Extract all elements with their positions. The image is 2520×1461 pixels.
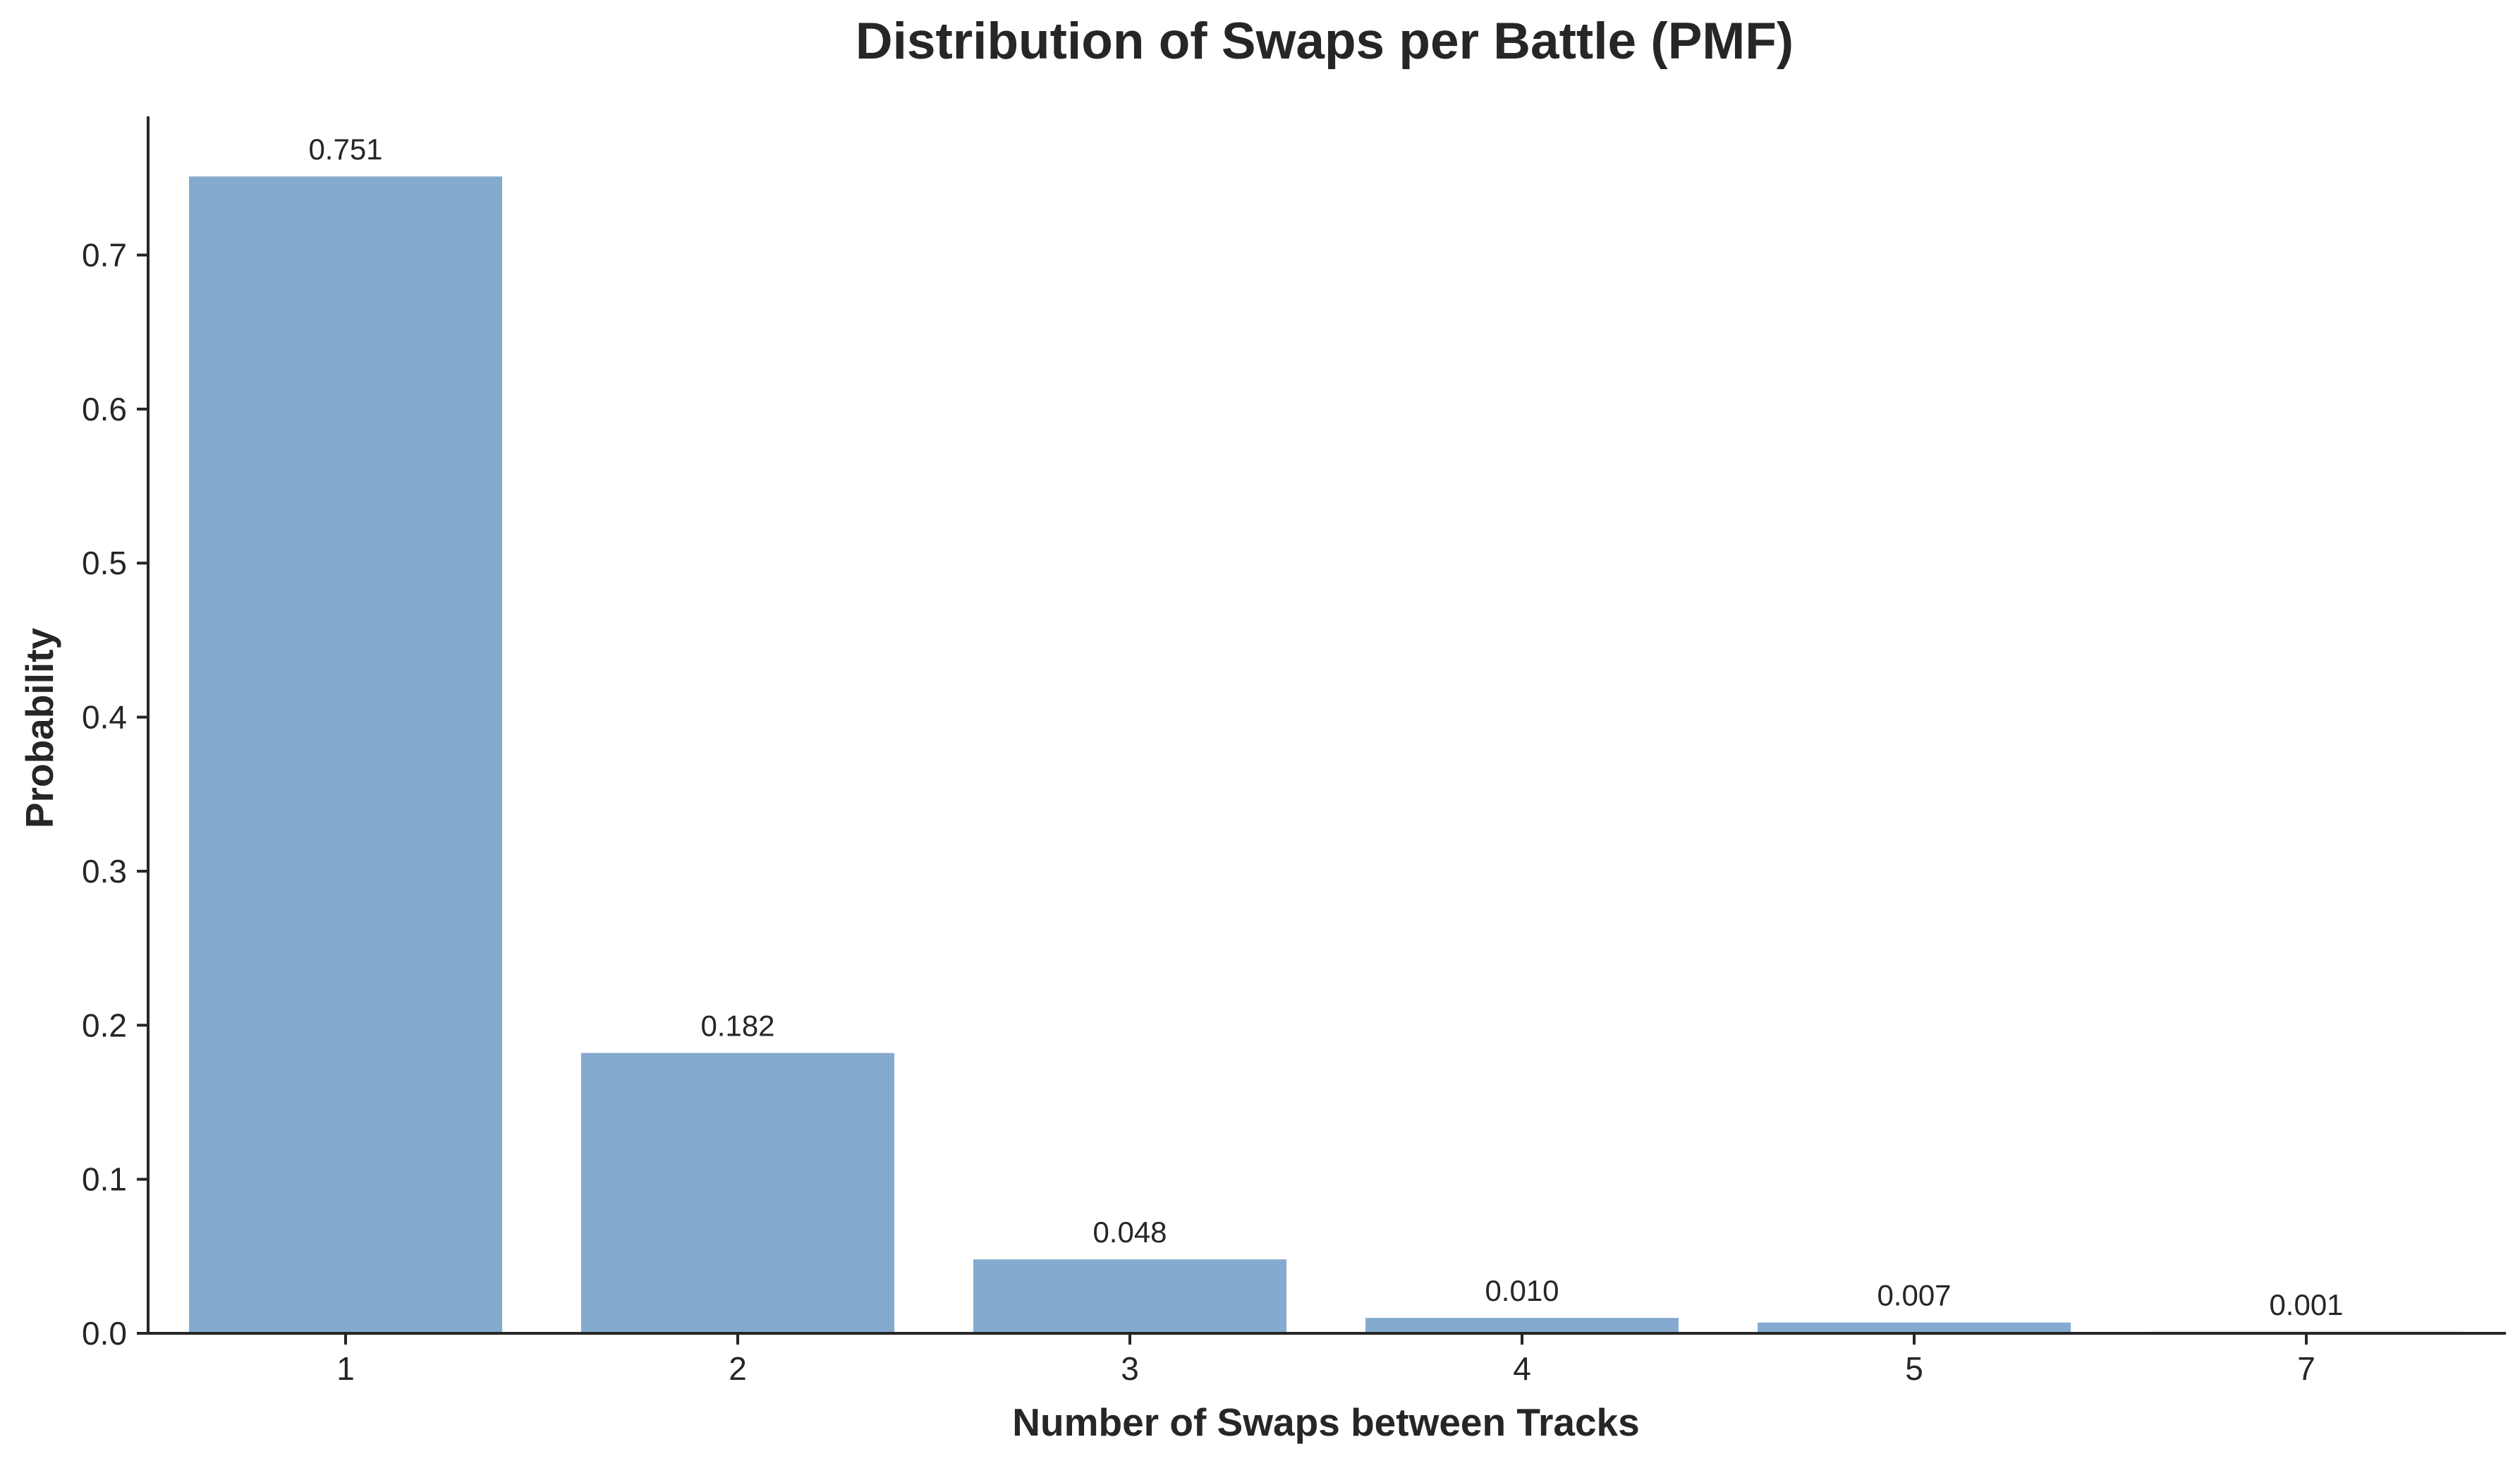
bar-value-label: 0.001 bbox=[2269, 1288, 2343, 1321]
bar bbox=[581, 1053, 894, 1333]
bar bbox=[189, 176, 502, 1334]
bar-value-label: 0.007 bbox=[1877, 1279, 1951, 1312]
y-tick-label: 0.1 bbox=[82, 1161, 127, 1198]
plot-area: 0.0 0.1 0.2 0.3 0.4 0.5 0.6 0.7 0.751 1 0.182 2 0.04… bbox=[82, 133, 2463, 1387]
y-tick-label: 0.7 bbox=[82, 237, 127, 274]
y-tick-label: 0.4 bbox=[82, 699, 127, 736]
bar bbox=[1758, 1322, 2071, 1333]
chart-title: Distribution of Swaps per Battle (PMF) bbox=[856, 13, 1794, 70]
x-tick-label: 3 bbox=[1121, 1350, 1139, 1387]
bar-value-label: 0.182 bbox=[700, 1010, 774, 1043]
x-tick-label: 5 bbox=[1905, 1350, 1923, 1387]
bar-value-label: 0.751 bbox=[308, 133, 382, 166]
y-tick-label: 0.6 bbox=[82, 391, 127, 428]
x-tick-label: 4 bbox=[1513, 1350, 1531, 1387]
y-tick-label: 0.5 bbox=[82, 545, 127, 581]
bar bbox=[1365, 1318, 1679, 1333]
bar-value-label: 0.048 bbox=[1092, 1216, 1167, 1249]
bar bbox=[973, 1259, 1286, 1333]
y-tick-label: 0.0 bbox=[82, 1315, 127, 1352]
y-tick-label: 0.2 bbox=[82, 1007, 127, 1043]
y-tick-label: 0.3 bbox=[82, 853, 127, 890]
bar-value-label: 0.010 bbox=[1485, 1274, 1559, 1307]
x-tick-label: 2 bbox=[729, 1350, 747, 1387]
y-axis-label: Probability bbox=[18, 627, 61, 828]
x-tick-label: 1 bbox=[336, 1350, 355, 1387]
x-tick-label: 7 bbox=[2297, 1350, 2315, 1387]
x-axis-label: Number of Swaps between Tracks bbox=[1012, 1400, 1639, 1444]
